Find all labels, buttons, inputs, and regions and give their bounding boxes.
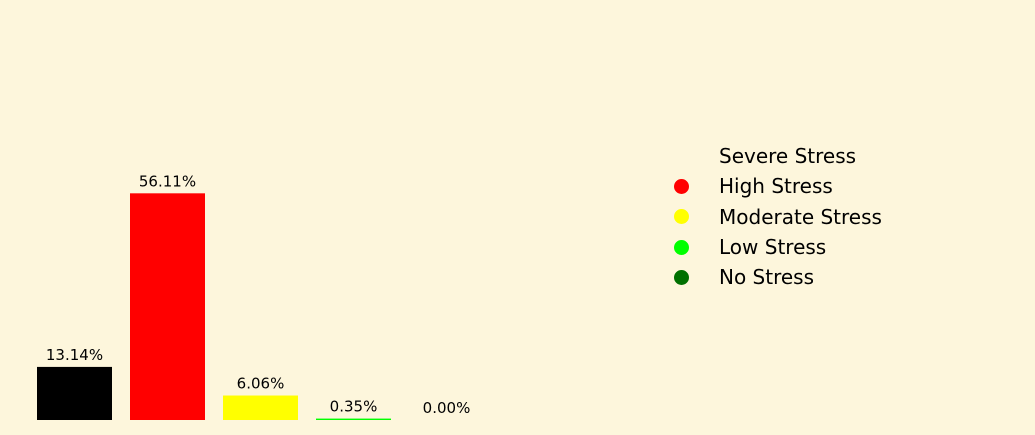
bar-high-stress	[130, 193, 205, 420]
data-label-no-stress: 0.00%	[423, 399, 471, 417]
bar-moderate-stress	[223, 395, 298, 420]
legend-item-no-stress: No Stress	[664, 262, 882, 292]
bar-severe-stress	[37, 366, 112, 420]
legend-marker	[674, 148, 689, 164]
data-label-low-stress: 0.35%	[330, 398, 378, 416]
legend-label: Severe Stress	[719, 144, 857, 169]
legend-label: No Stress	[719, 265, 815, 290]
data-label-severe-stress: 13.14%	[46, 346, 103, 364]
bar-low-stress	[316, 418, 391, 420]
data-label-moderate-stress: 6.06%	[237, 375, 285, 393]
legend-item-severe-stress: Severe Stress	[664, 141, 882, 171]
legend-label: Low Stress	[719, 235, 827, 260]
legend-item-low-stress: Low Stress	[664, 232, 882, 262]
legend-marker	[674, 269, 689, 285]
data-label-high-stress: 56.11%	[139, 172, 196, 190]
legend-label: Moderate Stress	[719, 204, 882, 229]
legend-item-moderate-stress: Moderate Stress	[664, 202, 882, 232]
legend-marker	[674, 178, 689, 194]
legend-marker	[674, 239, 689, 255]
legend: Severe Stress High Stress Moderate Stres…	[664, 141, 882, 292]
legend-marker	[674, 209, 689, 225]
legend-item-high-stress: High Stress	[664, 171, 882, 201]
legend-label: High Stress	[719, 174, 833, 199]
